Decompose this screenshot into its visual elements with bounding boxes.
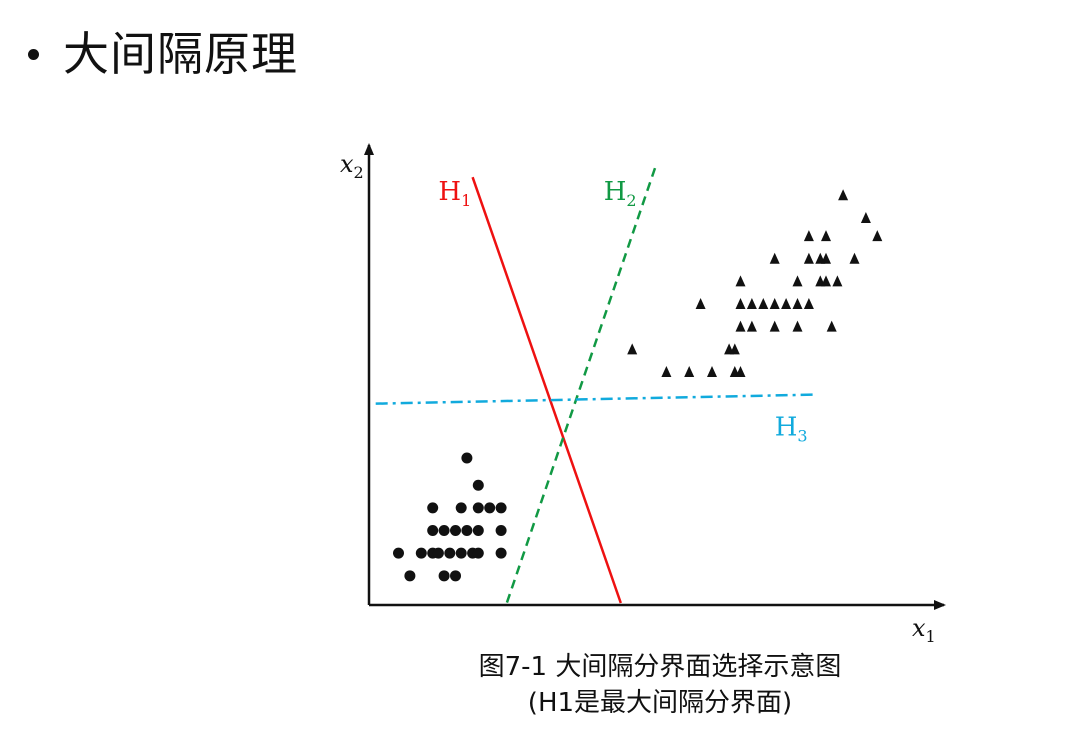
circle-point	[472, 479, 484, 491]
slide-heading: 大间隔原理	[28, 18, 298, 90]
circle-point	[450, 570, 461, 582]
circle-point	[404, 570, 416, 582]
triangle-point	[758, 298, 769, 310]
circle-point	[484, 502, 496, 514]
circle-point	[461, 452, 473, 464]
separator-line-h3	[375, 393, 815, 405]
triangle-point	[821, 230, 831, 242]
circle-point	[450, 525, 461, 537]
circle-point	[455, 502, 467, 514]
triangle-point	[729, 343, 740, 355]
triangle-point	[803, 252, 814, 264]
triangle-point	[792, 275, 803, 287]
figure-caption-note: (H1是最大间隔分界面)	[527, 688, 793, 718]
triangle-point	[707, 365, 717, 377]
circle-point	[472, 502, 484, 514]
triangle-point	[832, 275, 843, 287]
circle-point	[455, 547, 467, 559]
triangle-point	[695, 298, 706, 310]
triangle-point	[684, 365, 695, 377]
triangle-point	[792, 298, 803, 310]
triangle-point	[803, 230, 814, 242]
triangle-point	[769, 298, 780, 310]
circle-point	[461, 525, 473, 537]
triangle-point	[661, 365, 672, 377]
triangle-point	[627, 343, 638, 355]
circle-point	[438, 525, 450, 537]
triangle-point	[769, 320, 780, 332]
triangle-point	[849, 252, 860, 264]
separating-lines	[375, 167, 815, 604]
triangle-point	[872, 230, 883, 242]
circle-point	[393, 547, 404, 559]
slide-title: 大间隔原理	[63, 27, 298, 81]
triangle-point	[735, 320, 746, 332]
circle-point	[495, 525, 507, 537]
triangle-point	[803, 298, 814, 310]
y-axis-label: x2	[340, 150, 364, 182]
circle-point	[427, 525, 439, 537]
triangle-point	[735, 365, 746, 377]
triangle-point	[826, 320, 837, 332]
circle-point	[495, 502, 507, 514]
circle-point	[444, 547, 456, 559]
triangle-point	[821, 252, 831, 264]
circle-point	[472, 547, 484, 559]
circle-point	[472, 525, 484, 537]
triangle-point	[821, 275, 831, 287]
triangle-point	[838, 189, 849, 201]
circle-point	[427, 502, 439, 514]
line-label-h2: H2	[604, 177, 637, 210]
circle-point	[415, 547, 427, 559]
circle-point	[432, 547, 444, 559]
triangle-point	[746, 320, 757, 332]
circle-point	[438, 570, 450, 582]
figure-caption: 图7-1 大间隔分界面选择示意图	[478, 652, 842, 682]
triangle-point	[735, 298, 746, 310]
triangle-point	[769, 252, 780, 264]
data-points	[393, 189, 883, 582]
line-label-h3: H3	[775, 412, 808, 445]
separator-line-h1	[471, 176, 622, 604]
line-labels: H1 H2 H3	[438, 177, 807, 446]
line-label-h1: H1	[438, 177, 471, 210]
triangle-point	[746, 298, 757, 310]
bullet-icon	[28, 48, 39, 60]
triangle-point	[860, 211, 871, 223]
x-axis-label: x1	[912, 614, 936, 646]
separator-line-h2	[505, 167, 657, 604]
triangle-point	[792, 320, 803, 332]
triangle-point	[735, 275, 746, 287]
circle-point	[495, 547, 507, 559]
triangle-point	[781, 298, 792, 310]
